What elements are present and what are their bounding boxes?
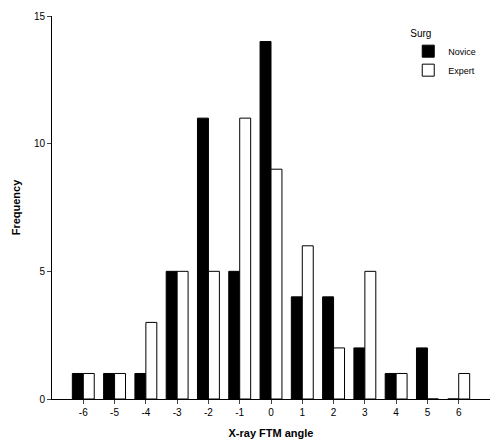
svg-text:Surg: Surg [410, 28, 431, 39]
svg-text:2: 2 [331, 407, 337, 418]
svg-text:4: 4 [393, 407, 399, 418]
svg-text:5: 5 [39, 266, 45, 277]
svg-text:6: 6 [456, 407, 462, 418]
svg-text:3: 3 [362, 407, 368, 418]
svg-text:-6: -6 [79, 407, 88, 418]
svg-text:Frequency: Frequency [10, 179, 22, 236]
svg-text:-1: -1 [235, 407, 244, 418]
svg-text:-5: -5 [110, 407, 119, 418]
svg-text:-4: -4 [141, 407, 150, 418]
svg-text:10: 10 [34, 138, 46, 149]
svg-text:0: 0 [39, 394, 45, 405]
svg-text:Expert: Expert [448, 66, 475, 76]
svg-text:15: 15 [34, 11, 46, 22]
svg-text:Novice: Novice [448, 47, 476, 57]
svg-text:5: 5 [425, 407, 431, 418]
svg-text:1: 1 [300, 407, 306, 418]
svg-text:X-ray FTM angle: X-ray FTM angle [229, 427, 314, 439]
svg-text:-2: -2 [204, 407, 213, 418]
svg-text:0: 0 [268, 407, 274, 418]
svg-text:-3: -3 [173, 407, 182, 418]
